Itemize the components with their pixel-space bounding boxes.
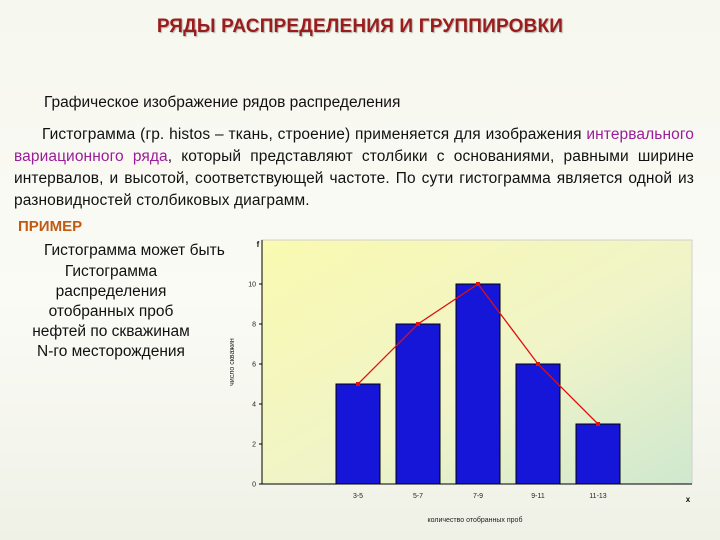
y-tick-label: 2 xyxy=(252,442,256,449)
body-paragraph: Гистограмма (гр. histos – ткань, строени… xyxy=(14,124,694,212)
x-category-label: 5-7 xyxy=(413,493,423,500)
slide-subtitle: Графическое изображение рядов распределе… xyxy=(44,94,401,111)
x-category-label: 9-11 xyxy=(531,493,545,500)
histogram-bar xyxy=(395,323,441,485)
slide-title: РЯДЫ РАСПРЕДЕЛЕНИЯ И ГРУППИРОВКИ xyxy=(156,16,564,37)
x-category-label: 11-13 xyxy=(589,493,606,500)
y-tick-label: 10 xyxy=(248,282,256,289)
x-axis-label: количество отобранных проб xyxy=(428,516,523,524)
paragraph-part-3: , который представляют столбики с основа… xyxy=(14,148,694,209)
y-tick-label: 8 xyxy=(252,322,256,329)
polygon-marker xyxy=(536,362,540,366)
y-ticks: 0 2 4 6 8 10 xyxy=(248,282,262,489)
category-labels: 3-5 5-7 7-9 9-11 11-13 xyxy=(353,493,607,500)
histogram-bar xyxy=(515,363,561,485)
y-tick-label: 6 xyxy=(252,362,256,369)
polygon-marker xyxy=(596,422,600,426)
polygon-marker xyxy=(476,282,480,286)
histogram-bar xyxy=(575,423,621,485)
y-axis-letter: f xyxy=(257,240,260,249)
paragraph-part-1: Гистограмма (гр. histos – ткань, строени… xyxy=(42,126,587,143)
x-axis-letter: x xyxy=(686,495,691,504)
histogram-bar xyxy=(455,283,501,485)
frequency-polygon xyxy=(356,282,600,426)
y-tick-label: 4 xyxy=(252,402,256,409)
x-category-label: 7-9 xyxy=(473,493,483,500)
x-category-label: 3-5 xyxy=(353,493,363,500)
y-axis-label: число скважин xyxy=(229,338,236,386)
highlight-term: интервального вариационного ряда xyxy=(14,126,694,165)
trailing-text: Гистограмма может быть xyxy=(44,242,225,259)
polygon-marker xyxy=(416,322,420,326)
bars xyxy=(335,283,621,485)
chart-caption: Гистограмма распределения отобранных про… xyxy=(32,263,190,360)
histogram-bar xyxy=(335,383,381,485)
y-tick-label: 0 xyxy=(252,482,256,489)
polygon-marker xyxy=(356,382,360,386)
example-tag: ПРИМЕР xyxy=(18,218,83,235)
